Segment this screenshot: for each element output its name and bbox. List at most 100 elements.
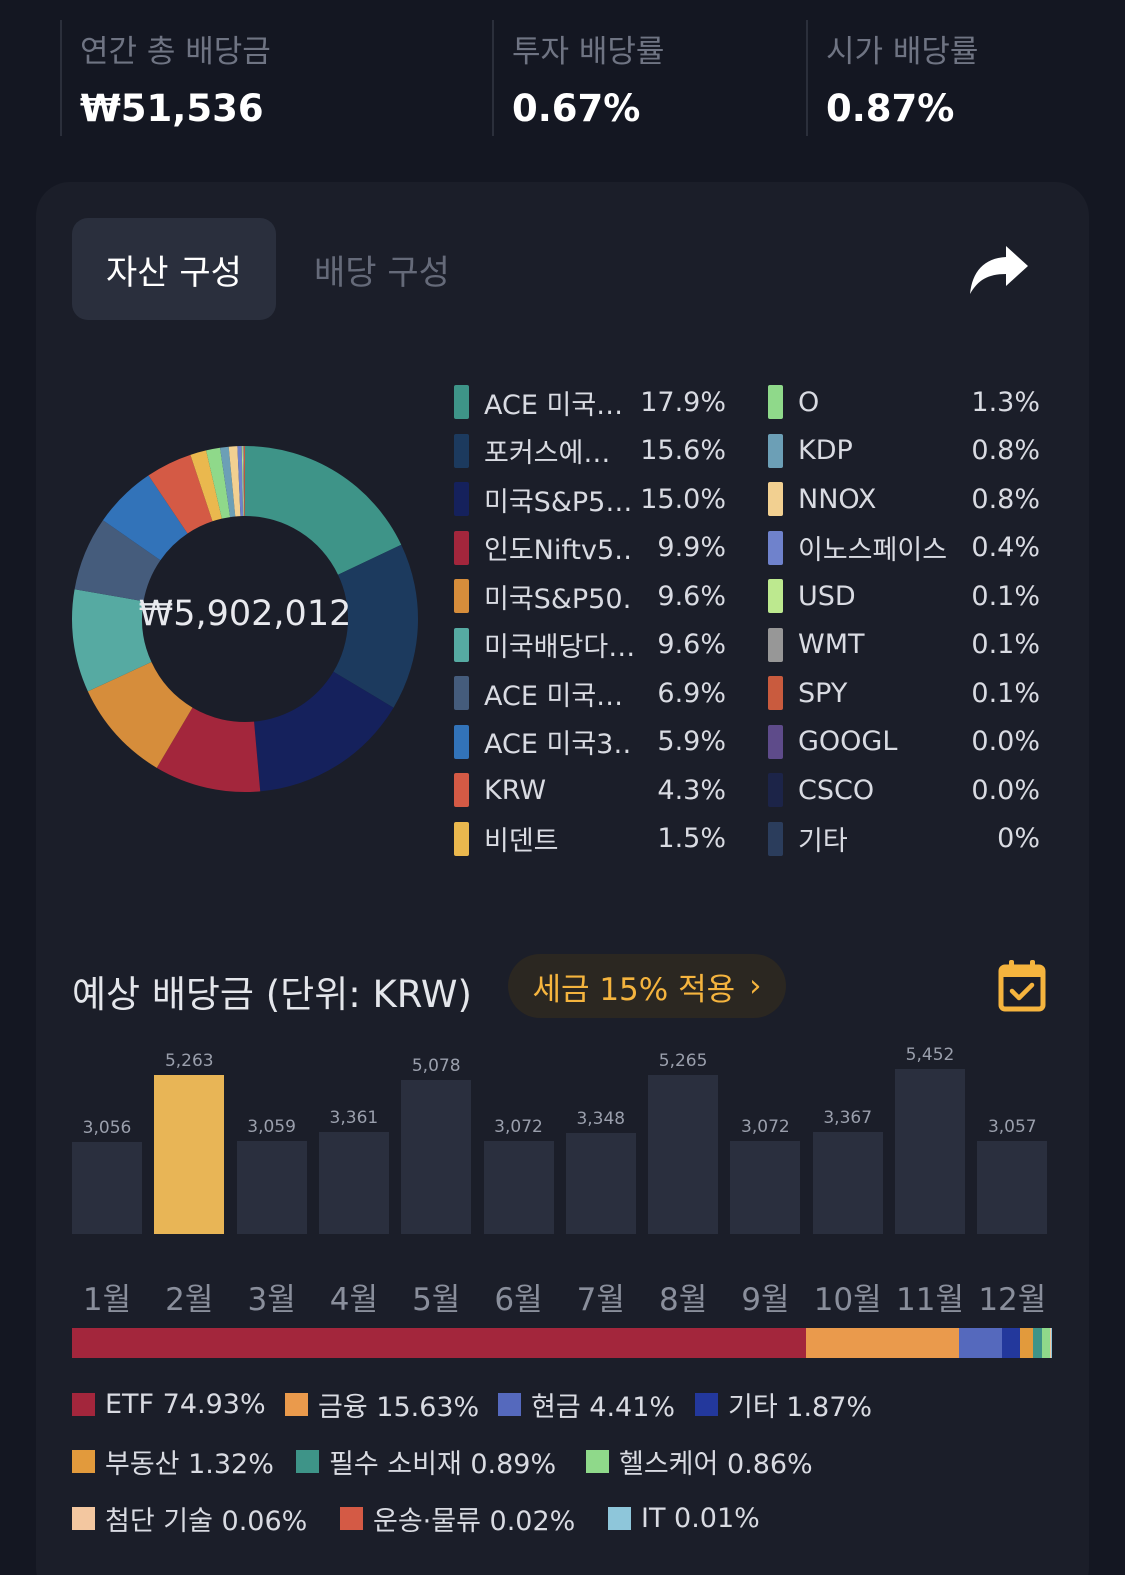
donut-slice [87, 662, 193, 768]
sector-swatch [72, 1392, 95, 1416]
tax-label: 세금 15% 적용 [532, 971, 736, 1008]
legend-percent: 0.0% [971, 774, 1040, 806]
sector-label: ETF 74.93% [105, 1388, 266, 1420]
legend-percent: 0.4% [971, 532, 1040, 563]
month-label: 7월 [576, 1282, 625, 1318]
month-label: 9월 [741, 1282, 790, 1318]
sector-swatch [296, 1449, 319, 1473]
legend-percent: 0.1% [971, 580, 1040, 612]
annual-dividend-label: 연간 총 배당금 [80, 34, 271, 70]
month-label: 12월 [978, 1282, 1047, 1318]
invest-yield-value: 0.67% [512, 87, 641, 130]
sector-swatch [72, 1506, 95, 1530]
sector-label: 첨단 기술 0.06% [105, 1505, 308, 1537]
sector-segment [1041, 1328, 1051, 1358]
sector-label: 부동산 1.32% [105, 1448, 274, 1480]
month-bar[interactable] [977, 1141, 1048, 1234]
invest-yield-label: 투자 배당률 [512, 34, 665, 70]
donut-slice [241, 446, 244, 517]
month-bar[interactable] [72, 1141, 142, 1234]
donut-slice [74, 520, 161, 602]
legend-item: NNOX 0.8% [768, 479, 1040, 519]
legend-swatch [768, 433, 783, 468]
sector-swatch [695, 1392, 718, 1416]
legend-item: 인도Niftv5… 9.9% [454, 528, 726, 568]
sector-label: 헬스케어 0.86% [619, 1448, 813, 1480]
legend-name: 기타 [798, 826, 848, 857]
legend-name: KRW [484, 774, 547, 806]
bar-value-label: 3,072 [494, 1117, 543, 1138]
legend-percent: 0.1% [971, 629, 1040, 660]
sector-legend-item: 운송·물류 0.02% [340, 1500, 575, 1537]
share-icon[interactable] [966, 242, 1032, 298]
donut-slice [228, 446, 241, 517]
legend-name: 비덴트 [484, 826, 559, 857]
legend-swatch [454, 579, 469, 613]
month-bar[interactable] [154, 1074, 225, 1234]
month-bar[interactable] [730, 1141, 801, 1234]
legend-name: ACE 미국… [484, 680, 624, 712]
tax-toggle-button[interactable]: 세금 15% 적용 › [508, 954, 786, 1018]
legend-percent: 9.6% [657, 580, 726, 612]
sector-label: 필수 소비재 0.89% [329, 1448, 557, 1480]
sector-label: 금융 15.63% [318, 1391, 480, 1423]
legend-swatch [454, 724, 469, 759]
donut-slice [102, 475, 188, 561]
calendar-icon[interactable] [998, 958, 1046, 1012]
legend-percent: 1.3% [971, 386, 1040, 418]
legend-item: 비덴트 1.5% [454, 819, 726, 859]
month-bar[interactable] [401, 1080, 472, 1234]
month-bar[interactable] [895, 1069, 965, 1234]
donut-slice [190, 450, 222, 522]
month-bar[interactable] [812, 1132, 883, 1234]
month-bar[interactable] [565, 1132, 636, 1234]
donut-slice [243, 446, 245, 517]
donut-slice [220, 446, 236, 518]
sector-legend-item: ETF 74.93% [72, 1386, 266, 1422]
month-label: 6월 [494, 1282, 543, 1318]
market-yield-label: 시가 배당률 [826, 34, 979, 70]
donut-slice [237, 446, 244, 517]
sector-legend-item: 첨단 기술 0.06% [72, 1500, 308, 1537]
legend-percent: 0.8% [971, 435, 1040, 466]
donut-slice [245, 446, 402, 575]
month-label: 3월 [247, 1282, 296, 1318]
legend-percent: 0.8% [971, 483, 1040, 515]
legend-swatch [454, 676, 469, 710]
bar-value-label: 3,361 [329, 1108, 379, 1129]
month-bar[interactable] [648, 1074, 719, 1234]
legend-swatch [768, 724, 783, 759]
sector-label: 현금 4.41% [531, 1391, 676, 1423]
market-yield-value: 0.87% [826, 87, 955, 130]
legend-swatch [454, 482, 469, 516]
month-bar[interactable] [318, 1132, 389, 1234]
legend-item: KDP 0.8% [768, 431, 1040, 471]
forecast-title: 예상 배당금 (단위: KRW) [72, 973, 472, 1016]
legend-percent: 9.6% [657, 629, 726, 660]
monthly-dividend-chart: 3,056 5,263 3,059 3,361 5,078 3,072 3,348 5,265… [72, 1040, 1052, 1290]
donut-slice [206, 447, 231, 519]
legend-percent: 0.0% [971, 726, 1040, 757]
tab-asset-composition[interactable]: 자산 구성 [72, 218, 276, 320]
month-bar[interactable] [236, 1141, 307, 1234]
legend-swatch [768, 676, 783, 710]
legend-swatch [768, 530, 783, 565]
asset-donut-chart [72, 446, 418, 792]
legend-item: ACE 미국… 6.9% [454, 673, 726, 713]
sector-legend-item: 기타 1.87% [695, 1386, 872, 1423]
legend-swatch [454, 385, 469, 419]
sector-swatch [285, 1392, 308, 1416]
legend-swatch [768, 579, 783, 613]
month-bar[interactable] [483, 1141, 554, 1234]
tab-dividend-composition[interactable]: 배당 구성 [314, 252, 450, 293]
sector-legend-item: 부동산 1.32% [72, 1443, 274, 1480]
bar-value-label: 3,057 [987, 1117, 1037, 1138]
bar-value-label: 3,348 [576, 1108, 626, 1129]
legend-swatch [454, 773, 469, 807]
bar-value-label: 5,265 [658, 1050, 708, 1071]
legend-item: ACE 미국3… 5.9% [454, 722, 726, 762]
legend-item: SPY 0.1% [768, 673, 1040, 713]
legend-percent: 17.9% [640, 386, 726, 418]
sector-legend-item: 필수 소비재 0.89% [296, 1443, 557, 1480]
legend-percent: 5.9% [657, 726, 726, 757]
